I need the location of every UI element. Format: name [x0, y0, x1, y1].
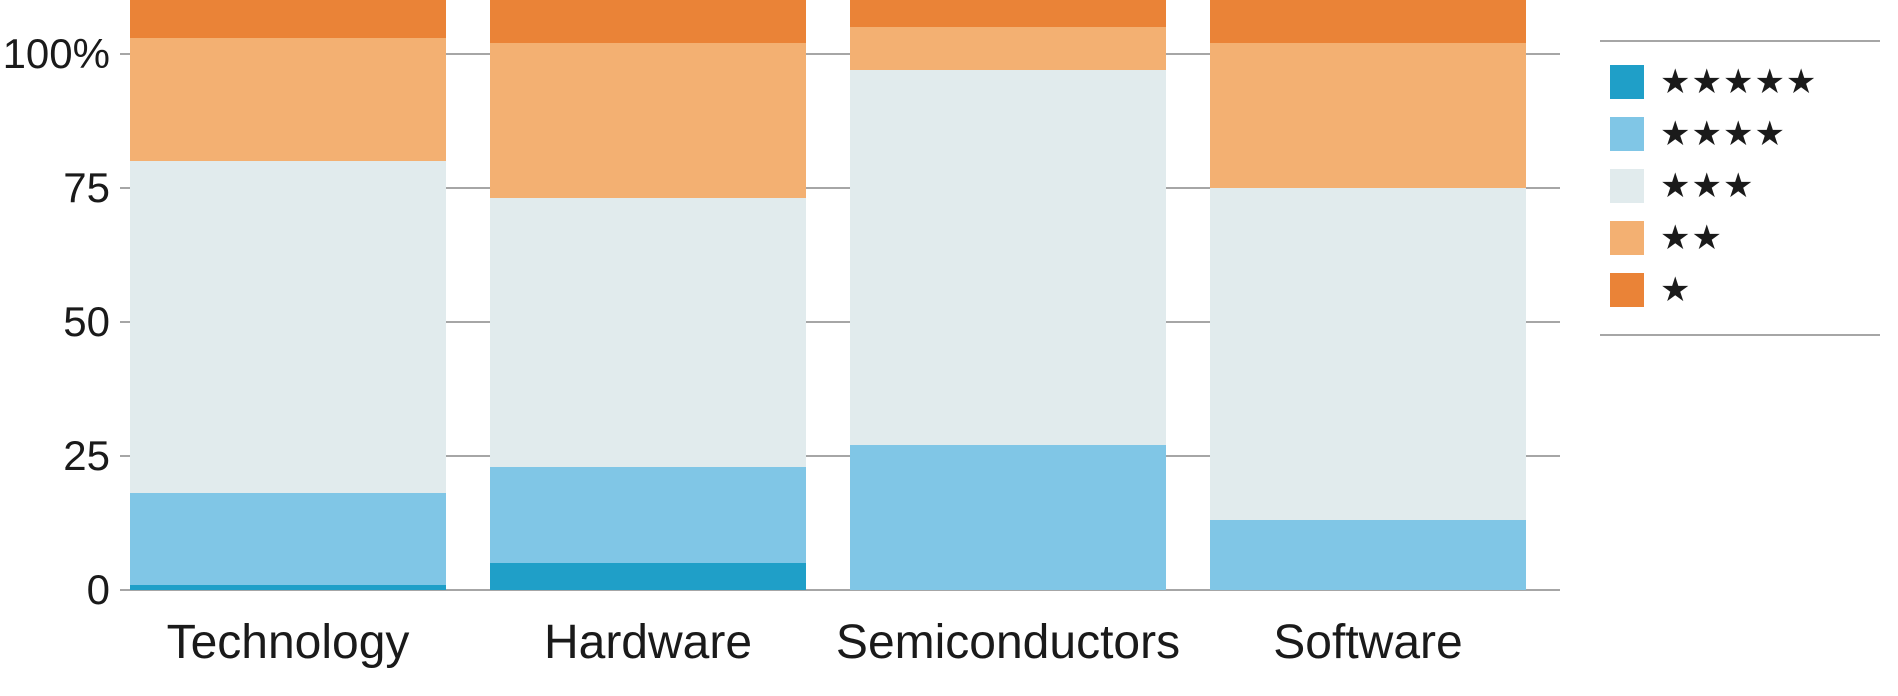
y-tick-label: 50 [63, 298, 110, 346]
bar-technology [130, 0, 446, 590]
legend-item: ★★★ [1600, 160, 1880, 212]
segment-four_star [850, 445, 1166, 590]
segment-three_star [130, 161, 446, 494]
segment-one_star [1210, 0, 1526, 43]
y-tick-label: 0 [87, 566, 110, 614]
legend-item: ★ [1600, 264, 1880, 316]
segment-three_star [850, 70, 1166, 445]
legend-label: ★★★★ [1660, 114, 1786, 154]
segment-four_star [490, 467, 806, 564]
bar-software [1210, 0, 1526, 590]
segment-one_star [130, 0, 446, 38]
legend-item: ★★★★★ [1600, 56, 1880, 108]
x-tick-label: Technology [167, 615, 410, 670]
legend-item: ★★★★ [1600, 108, 1880, 160]
bar-hardware [490, 0, 806, 590]
segment-one_star [850, 0, 1166, 27]
segment-two_star [850, 27, 1166, 70]
legend-label: ★★ [1660, 218, 1723, 258]
legend-swatch [1610, 273, 1644, 307]
plot-area [120, 0, 1560, 590]
segment-three_star [490, 198, 806, 466]
legend-swatch [1610, 117, 1644, 151]
legend-label: ★★★ [1660, 166, 1754, 206]
y-tick-label: 100% [3, 30, 110, 78]
segment-four_star [1210, 520, 1526, 590]
y-axis: 0255075100% [0, 0, 120, 590]
segment-five_star [130, 585, 446, 590]
segment-two_star [490, 43, 806, 199]
segment-three_star [1210, 188, 1526, 521]
y-tick-label: 75 [63, 164, 110, 212]
x-tick-label: Software [1273, 615, 1462, 670]
bar-semiconductors [850, 0, 1166, 590]
stacked-bar-chart: 0 25 50 75 100% Technology Hardware Semiconduc… [0, 0, 1898, 696]
x-tick-label: Semiconductors [836, 615, 1180, 670]
y-tick-label: 25 [63, 432, 110, 480]
legend-label: ★ [1660, 270, 1691, 310]
segment-two_star [130, 38, 446, 161]
legend-swatch [1610, 65, 1644, 99]
legend-item: ★★ [1600, 212, 1880, 264]
legend-swatch [1610, 221, 1644, 255]
legend-label: ★★★★★ [1660, 62, 1817, 102]
segment-two_star [1210, 43, 1526, 188]
segment-four_star [130, 493, 446, 584]
segment-five_star [490, 563, 806, 590]
legend-swatch [1610, 169, 1644, 203]
legend: ★★★★★★★★★★★★★★★ [1600, 40, 1880, 336]
x-tick-label: Hardware [544, 615, 752, 670]
segment-one_star [490, 0, 806, 43]
